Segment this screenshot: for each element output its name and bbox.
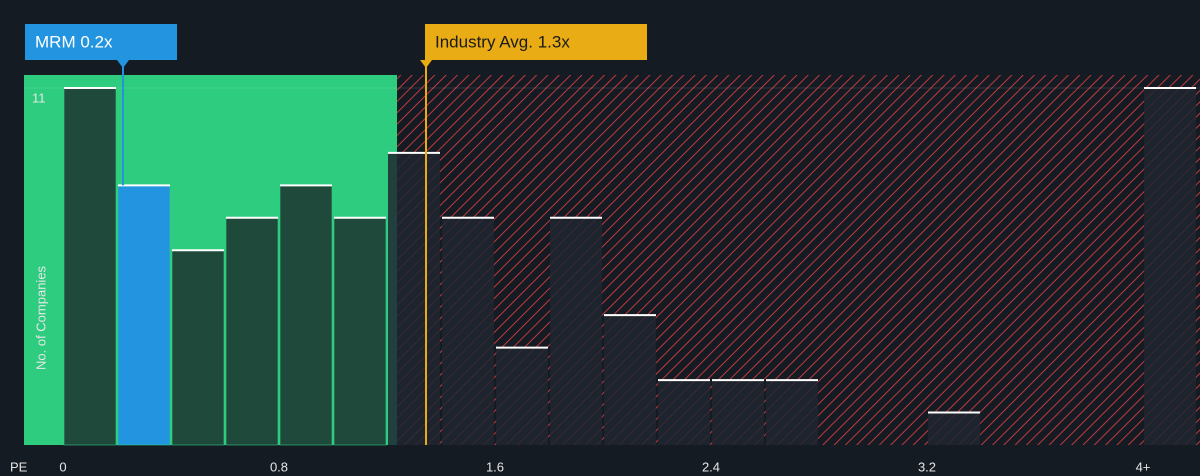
x-tick-label: 0.8 <box>270 459 288 474</box>
bar <box>712 380 764 445</box>
bar <box>658 380 710 445</box>
bar <box>496 347 548 445</box>
marker-box <box>25 24 177 60</box>
marker-label: MRM 0.2x <box>35 32 113 51</box>
bar <box>766 380 818 445</box>
bar <box>604 315 656 445</box>
marker-box <box>425 24 647 60</box>
x-tick-label: 1.6 <box>486 459 504 474</box>
y-axis-label: No. of Companies <box>33 265 48 370</box>
bar <box>279 184 333 446</box>
bar <box>225 217 279 446</box>
marker-pointer <box>117 60 129 68</box>
bar <box>117 184 171 446</box>
bar <box>63 87 117 446</box>
marker-pointer <box>420 60 432 68</box>
bar <box>333 217 387 446</box>
bar <box>1144 87 1196 445</box>
bar <box>442 217 494 445</box>
x-tick-label: 3.2 <box>918 459 936 474</box>
bar <box>928 412 980 445</box>
y-tick-label: 11 <box>32 90 46 105</box>
bar <box>388 152 440 446</box>
marker-label: Industry Avg. 1.3x <box>435 32 570 51</box>
x-tick-label: 2.4 <box>702 459 720 474</box>
bar <box>550 217 602 445</box>
x-tick-label: 0 <box>59 459 66 474</box>
x-axis-label: PE <box>10 459 28 474</box>
bar <box>171 249 225 446</box>
x-tick-label: 4+ <box>1136 459 1151 474</box>
